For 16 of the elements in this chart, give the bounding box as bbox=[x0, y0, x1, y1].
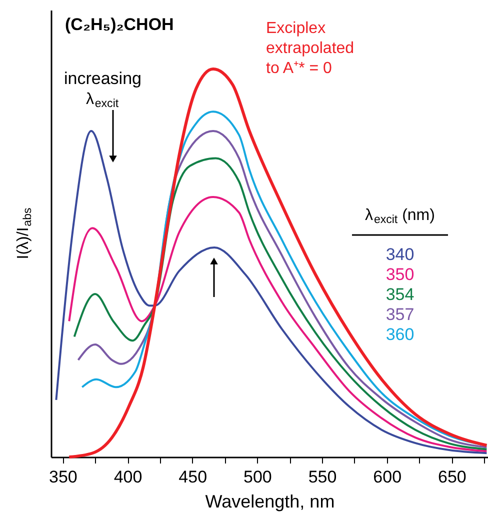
x-tick-label: 550 bbox=[308, 468, 337, 486]
x-tick-label: 350 bbox=[48, 468, 78, 486]
text: 350 bbox=[386, 265, 414, 284]
text: (C₂H₅)₂CHOH bbox=[65, 15, 174, 34]
x-tick-label: 450 bbox=[178, 468, 208, 486]
x-tick-label: 650 bbox=[438, 468, 466, 486]
text: 340 bbox=[386, 245, 414, 264]
x-tick-label: 600 bbox=[373, 468, 402, 486]
text: 360 bbox=[386, 325, 414, 344]
text: 357 bbox=[386, 305, 414, 324]
y-axis-title: I(λ)/Iabs bbox=[15, 208, 34, 260]
text: Exciplex extrapolated to A⁺* = 0 bbox=[266, 20, 354, 77]
x-tick-label: 400 bbox=[114, 468, 142, 486]
text: 354 bbox=[386, 285, 414, 304]
x-tick-label: 500 bbox=[243, 468, 272, 486]
x-axis-title: Wavelength, nm bbox=[205, 492, 335, 512]
